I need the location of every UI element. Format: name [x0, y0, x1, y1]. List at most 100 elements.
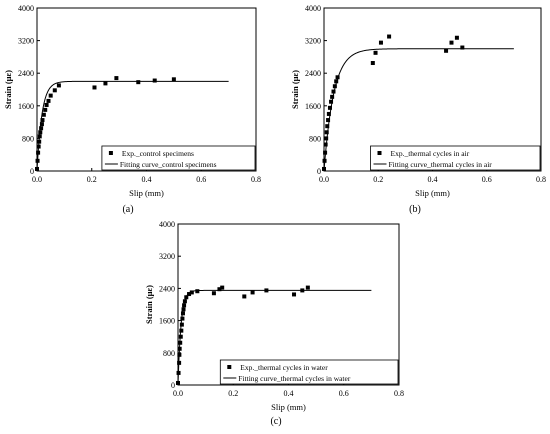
- y-tick-label: 800: [22, 134, 34, 143]
- data-point: [334, 79, 339, 84]
- data-point: [335, 75, 340, 80]
- legend-marker: [377, 151, 382, 155]
- data-point: [220, 285, 225, 290]
- data-point: [326, 118, 331, 123]
- y-axis-label: Strain (με): [144, 285, 154, 324]
- legend-label: Exp._control specimens: [122, 149, 194, 158]
- data-point: [43, 107, 48, 112]
- x-tick-label: 0.8: [251, 175, 261, 184]
- x-tick-label: 0.0: [319, 175, 329, 184]
- data-point: [331, 89, 336, 94]
- legend-marker: [227, 365, 232, 369]
- legend-box: [219, 359, 399, 385]
- data-point: [39, 122, 44, 127]
- x-tick-label: 0.6: [482, 175, 492, 184]
- x-tick-label: 0.6: [196, 175, 206, 184]
- data-point: [324, 136, 329, 141]
- legend: Exp._thermal cycles in water Fitting curv…: [219, 359, 399, 385]
- fitting-curve: [177, 289, 372, 386]
- data-point: [217, 287, 222, 292]
- legend: Exp._thermal cycles in air Fitting curve_…: [370, 145, 541, 171]
- x-tick-label: 0.0: [32, 175, 42, 184]
- y-axis-label: Strain (με): [3, 70, 13, 109]
- data-point: [327, 105, 332, 110]
- data-point: [187, 292, 192, 297]
- data-point: [370, 61, 375, 66]
- data-point: [41, 112, 46, 117]
- chart-panel-2: 0.0 0.2 0.4 0.6 0.8 0 800 1600 2400 3200 4000 Slip …: [290, 4, 546, 215]
- data-point: [40, 118, 45, 123]
- x-tick-label: 0.2: [228, 389, 238, 398]
- data-point: [179, 328, 184, 333]
- data-point: [171, 77, 176, 82]
- data-point: [195, 289, 200, 294]
- data-point: [178, 334, 183, 339]
- legend-label: Exp._thermal cycles in water: [240, 363, 328, 372]
- y-tick-label: 4000: [305, 4, 321, 13]
- data-point: [332, 84, 337, 89]
- y-tick-label: 0: [30, 167, 34, 176]
- data-point: [329, 99, 334, 104]
- data-point: [326, 111, 331, 116]
- data-point: [181, 307, 186, 312]
- legend-label: Fitting curve_thermal cycles in air: [389, 160, 493, 169]
- data-point: [189, 290, 194, 295]
- data-point: [92, 85, 97, 90]
- data-point: [242, 294, 247, 299]
- y-tick-label: 2400: [305, 69, 321, 78]
- chart-panel-1: 0.0 0.2 0.4 0.6 0.8 0 800 1600 2400 3200 4000 Slip …: [3, 4, 261, 215]
- x-tick-label: 0.4: [142, 175, 152, 184]
- legend-box: [370, 145, 541, 171]
- panel-label: (a): [122, 204, 133, 215]
- x-tick-label: 0.6: [339, 389, 349, 398]
- y-tick-label: 1600: [305, 102, 321, 111]
- y-tick-label: 800: [163, 349, 175, 358]
- y-tick-label: 800: [309, 134, 321, 143]
- data-point: [454, 35, 459, 40]
- data-point: [56, 83, 61, 88]
- data-point: [378, 40, 383, 45]
- data-point: [325, 124, 330, 129]
- x-tick-label: 0.8: [536, 175, 546, 184]
- data-point: [211, 291, 216, 296]
- data-point: [136, 80, 141, 85]
- data-point: [444, 48, 449, 53]
- data-point: [44, 102, 49, 107]
- y-tick-label: 4000: [18, 4, 34, 13]
- y-tick-label: 1600: [159, 317, 175, 326]
- data-point: [250, 290, 255, 295]
- legend: Exp._control specimens Fitting curve_cont…: [101, 145, 256, 171]
- data-point: [103, 81, 108, 86]
- y-tick-label: 3200: [159, 252, 175, 261]
- data-point: [460, 45, 465, 50]
- fitting-curve: [36, 80, 229, 172]
- legend-label: Fitting curve_control specimens: [120, 160, 217, 169]
- y-tick-label: 0: [317, 167, 321, 176]
- x-tick-label: 0.4: [428, 175, 438, 184]
- x-tick-label: 0.2: [373, 175, 383, 184]
- data-point: [323, 142, 328, 147]
- y-tick-label: 0: [171, 381, 175, 390]
- y-tick-label: 2400: [18, 69, 34, 78]
- x-tick-label: 0.8: [394, 389, 404, 398]
- data-point: [324, 130, 329, 135]
- data-point: [387, 34, 392, 39]
- legend-marker: [108, 151, 113, 155]
- y-tick-label: 3200: [18, 37, 34, 46]
- y-tick-label: 1600: [18, 102, 34, 111]
- data-point: [305, 285, 310, 290]
- data-point: [46, 98, 51, 103]
- data-point: [152, 78, 157, 83]
- panel-label: (c): [270, 416, 281, 427]
- fitting-curve: [323, 48, 514, 172]
- data-point: [48, 93, 53, 98]
- data-point: [52, 88, 57, 93]
- data-point: [114, 76, 119, 81]
- x-tick-label: 0.4: [284, 389, 294, 398]
- data-point: [179, 322, 184, 327]
- legend-label: Fitting curve_thermal cycles in water: [238, 374, 351, 383]
- y-tick-label: 4000: [159, 220, 175, 229]
- x-axis-label: Slip (mm): [129, 188, 164, 198]
- x-tick-label: 0.2: [87, 175, 97, 184]
- y-axis-label: Strain (με): [290, 70, 300, 109]
